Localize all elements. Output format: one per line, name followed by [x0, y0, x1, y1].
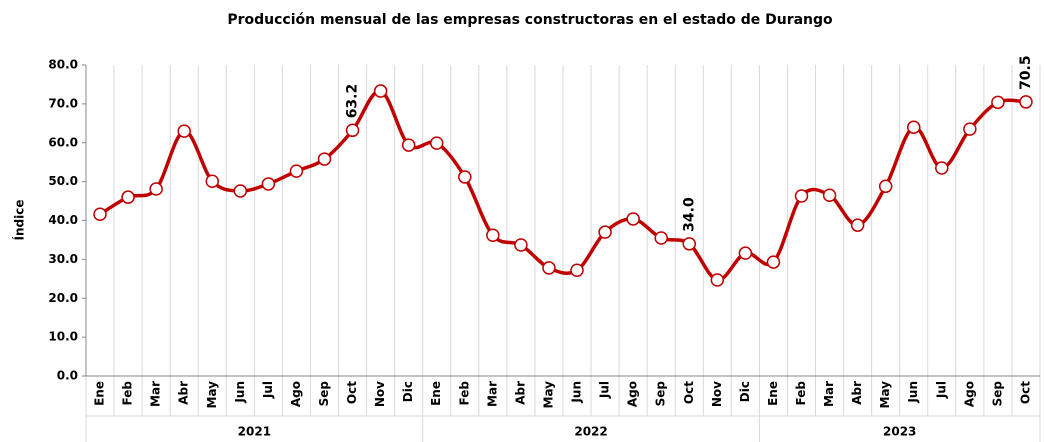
data-label: 70.5: [1018, 55, 1034, 90]
x-tick-label: Ene: [766, 381, 780, 406]
x-tick-label: Sep: [990, 381, 1004, 407]
data-label: 34.0: [681, 197, 697, 232]
y-tick-label: 0.0: [57, 369, 78, 383]
x-tick-label: Oct: [1018, 381, 1032, 404]
year-label: 2023: [883, 425, 916, 439]
point-marker: [626, 212, 640, 226]
x-tick-label: Dic: [401, 381, 415, 402]
x-tick-label: May: [205, 381, 219, 409]
point-marker: [542, 261, 556, 275]
point-marker: [822, 188, 837, 202]
point-marker: [261, 177, 276, 191]
point-marker: [177, 124, 191, 138]
chart-title: Producción mensual de las empresas const…: [227, 12, 833, 28]
x-tick-label: Ago: [289, 381, 303, 407]
x-tick-label: Feb: [121, 381, 135, 406]
y-tick-label: 10.0: [48, 330, 78, 344]
year-label: 2021: [238, 425, 271, 439]
y-tick-label: 80.0: [48, 58, 78, 72]
x-tick-label: May: [541, 381, 555, 409]
series-line: [99, 89, 1027, 282]
point-marker: [598, 225, 612, 239]
x-tick-label: Oct: [682, 381, 696, 404]
point-marker: [766, 255, 781, 269]
point-marker: [458, 170, 472, 184]
x-tick-label: Abr: [850, 381, 864, 405]
data-label: 63.2: [345, 84, 361, 119]
y-tick-label: 60.0: [48, 135, 78, 149]
point-marker: [710, 273, 725, 287]
x-tick-label: Dic: [738, 381, 752, 402]
point-marker: [317, 152, 332, 166]
point-marker: [906, 120, 921, 134]
x-tick-label: Feb: [457, 381, 471, 406]
x-tick-label: Jul: [598, 381, 612, 399]
y-tick-label: 70.0: [48, 96, 78, 110]
point-marker: [486, 228, 500, 243]
x-tick-label: Ene: [93, 381, 107, 406]
point-marker: [233, 184, 248, 198]
x-tick-label: Ago: [626, 381, 640, 407]
point-marker: [794, 189, 809, 203]
x-tick-label: Ago: [962, 381, 976, 407]
point-marker: [850, 218, 865, 232]
y-axis-title: Índice: [12, 200, 27, 241]
x-tick-label: Feb: [794, 381, 808, 406]
x-tick-label: Nov: [373, 381, 387, 407]
point-marker: [682, 237, 697, 251]
x-tick-label: May: [878, 381, 892, 409]
x-tick-label: Jun: [233, 381, 247, 404]
point-marker: [345, 123, 360, 138]
point-marker: [93, 207, 107, 222]
y-tick-label: 20.0: [48, 291, 78, 305]
point-marker: [401, 138, 416, 152]
x-tick-label: Mar: [485, 381, 499, 407]
point-marker: [935, 161, 949, 175]
x-tick-label: Abr: [177, 381, 191, 405]
point-marker: [654, 231, 668, 245]
y-tick-label: 30.0: [48, 252, 78, 266]
point-marker: [205, 174, 220, 188]
point-marker: [570, 263, 584, 278]
point-marker: [429, 136, 444, 150]
x-tick-label: Mar: [149, 381, 163, 407]
year-label: 2022: [574, 425, 607, 439]
point-marker: [289, 164, 304, 178]
x-tick-label: Nov: [710, 381, 724, 407]
x-tick-label: Jul: [934, 381, 948, 399]
point-marker: [514, 238, 528, 252]
point-marker: [963, 122, 977, 136]
point-marker: [738, 246, 753, 260]
point-marker: [149, 182, 163, 196]
x-tick-label: Jul: [261, 381, 275, 399]
x-tick-label: Sep: [317, 381, 331, 407]
x-tick-label: Jun: [570, 381, 584, 404]
point-marker: [1019, 95, 1033, 109]
x-tick-label: Mar: [822, 381, 836, 407]
x-tick-label: Abr: [513, 381, 527, 405]
x-tick-label: Oct: [345, 381, 359, 404]
x-tick-label: Jun: [906, 381, 920, 404]
point-marker: [373, 84, 388, 98]
point-marker: [121, 190, 135, 204]
point-marker: [878, 179, 893, 194]
y-tick-label: 50.0: [48, 174, 78, 188]
point-marker: [991, 95, 1005, 110]
x-tick-label: Sep: [654, 381, 668, 407]
y-tick-label: 40.0: [48, 213, 78, 227]
x-tick-label: Ene: [429, 381, 443, 406]
